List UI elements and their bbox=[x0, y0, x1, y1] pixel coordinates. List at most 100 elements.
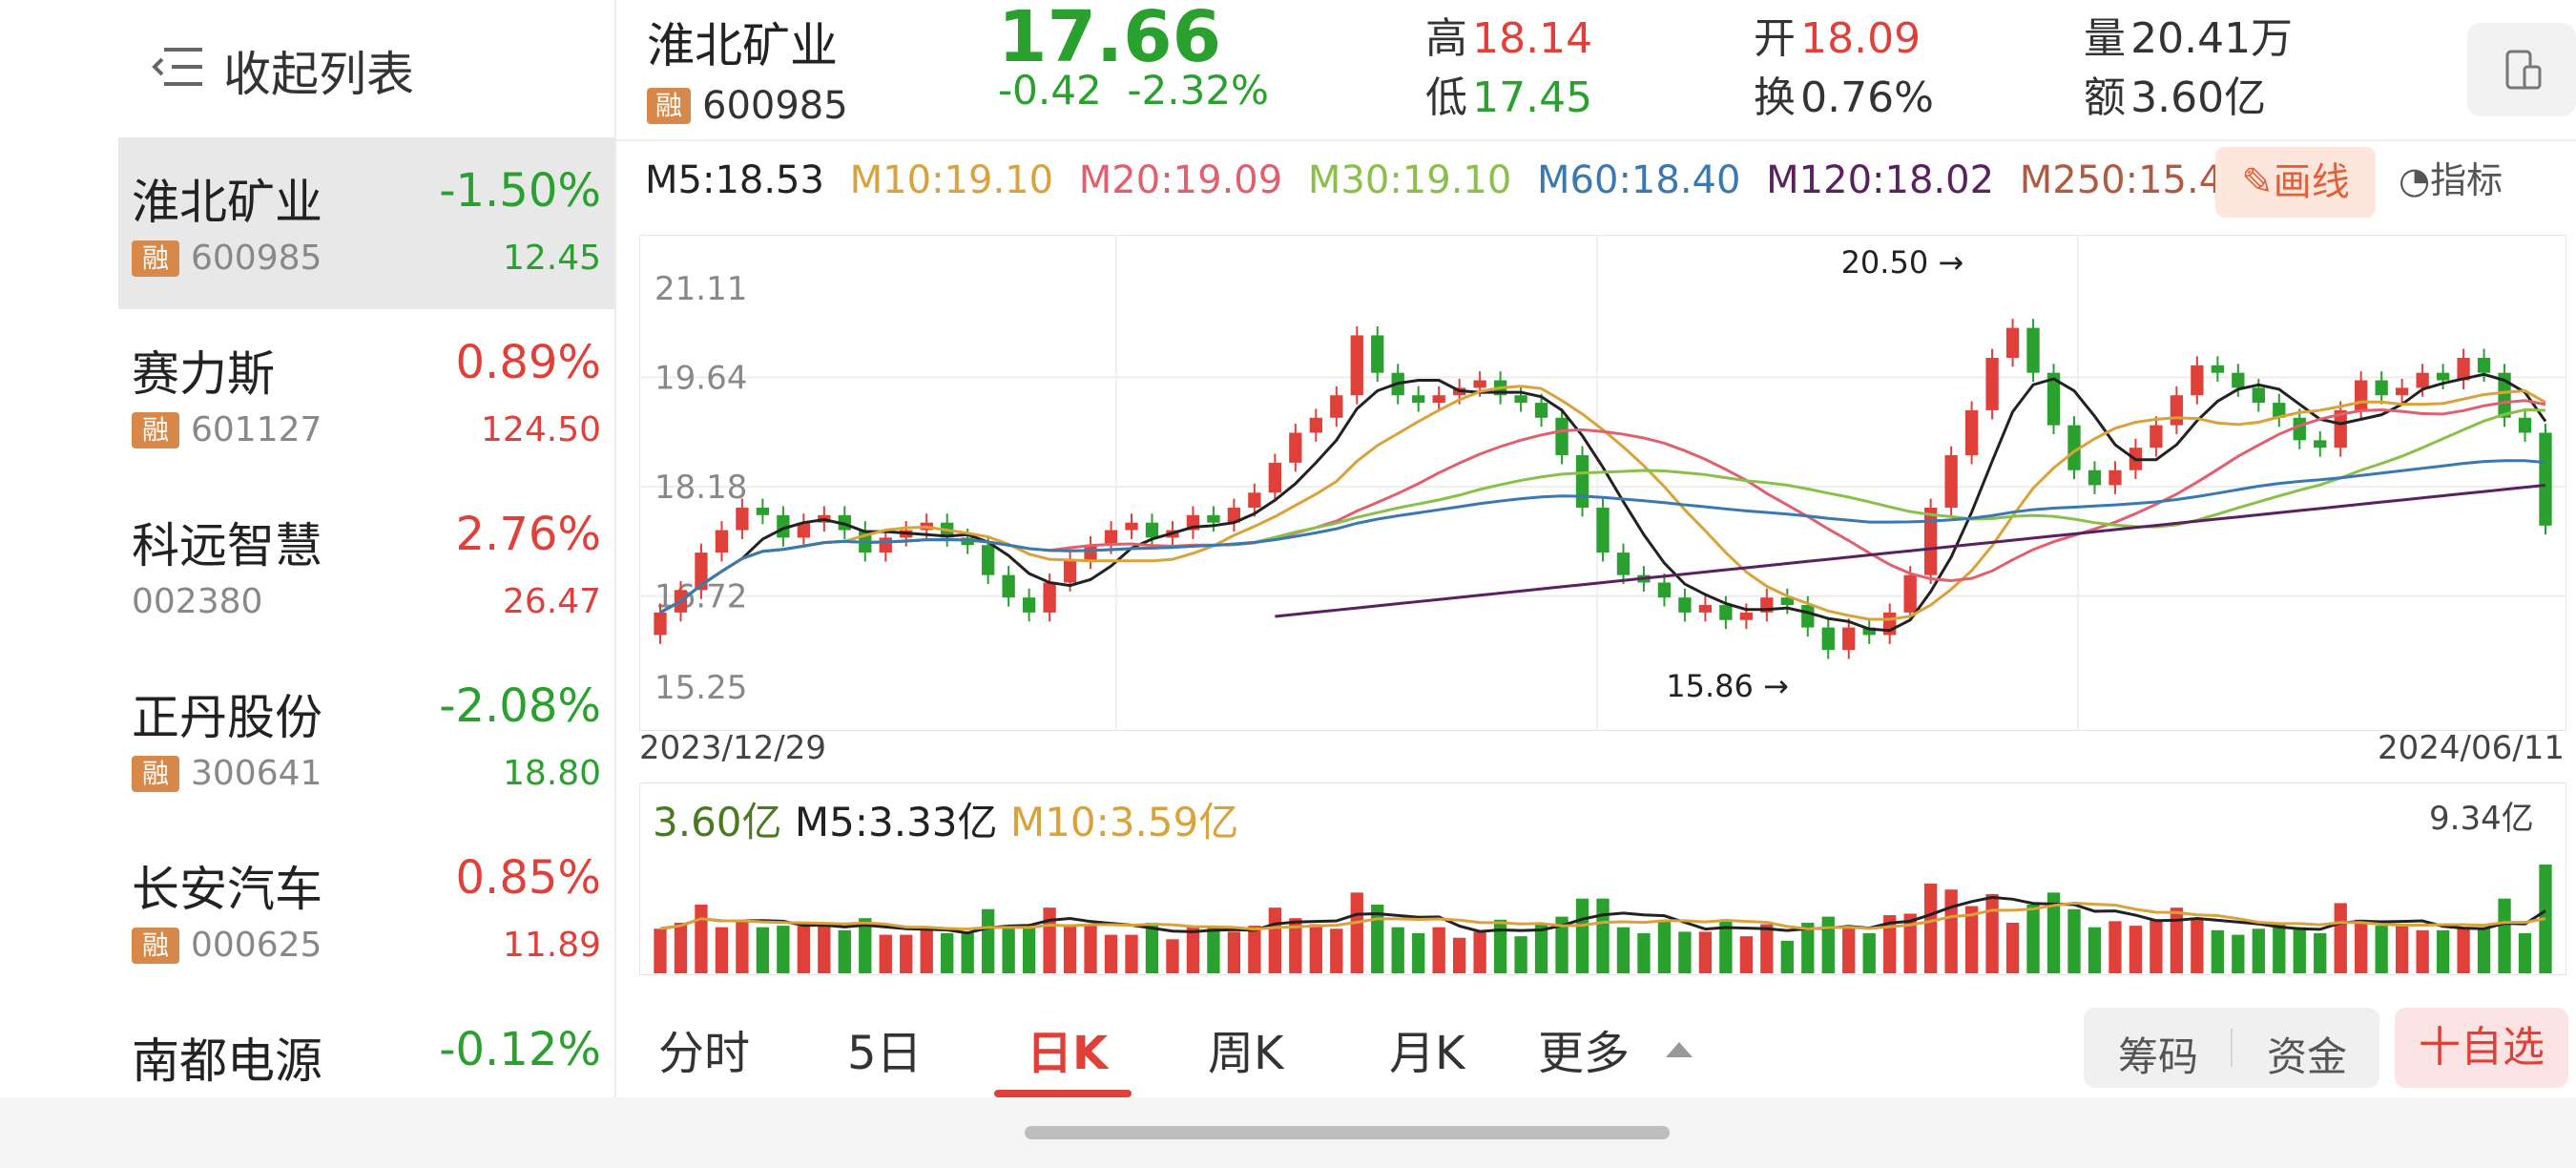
high-label: 高 bbox=[1425, 14, 1467, 63]
candle-body bbox=[1616, 553, 1631, 575]
candle-body bbox=[1022, 597, 1036, 613]
candle-body bbox=[1002, 574, 1015, 598]
tab-monthly-k[interactable]: 月K bbox=[1389, 1027, 1465, 1080]
y-tick-label: 21.11 bbox=[654, 270, 747, 308]
chips-button[interactable]: 筹码 bbox=[2118, 1033, 2199, 1080]
volume-bar bbox=[879, 934, 892, 973]
candle-body bbox=[2457, 357, 2470, 381]
volume-bar bbox=[1514, 936, 1527, 973]
list-item[interactable]: 正丹股份 -2.08% 融 300641 18.80 bbox=[118, 653, 614, 824]
candle-body bbox=[2191, 365, 2204, 396]
volume-value: 20.41万 bbox=[2130, 14, 2294, 63]
candle-body bbox=[1923, 507, 1938, 575]
volume-bar bbox=[1391, 927, 1404, 973]
open-stat: 开 18.09 bbox=[1754, 4, 1921, 65]
list-item[interactable]: 长安汽车 0.85% 融 000625 11.89 bbox=[118, 824, 614, 996]
amount-stat: 额 3.60亿 bbox=[2084, 63, 2266, 124]
candle-body bbox=[2436, 372, 2450, 381]
volume-bar bbox=[1985, 893, 1999, 973]
volume-bar bbox=[1432, 927, 1445, 973]
list-item[interactable]: 赛力斯 0.89% 融 601127 124.50 bbox=[118, 309, 614, 481]
volume-bar bbox=[756, 927, 770, 973]
chips-funds-group: 筹码 资金 bbox=[2084, 1008, 2379, 1088]
home-indicator[interactable] bbox=[1025, 1126, 1670, 1139]
collapse-list-label: 收起列表 bbox=[223, 47, 414, 102]
volume-bar bbox=[818, 926, 831, 973]
volume-ma5: M5:3.33亿 bbox=[794, 799, 998, 845]
indicator-button[interactable]: ◔指标 bbox=[2399, 151, 2503, 203]
volume-bar bbox=[1493, 919, 1507, 973]
volume-bar bbox=[2293, 927, 2306, 973]
ma10-label: M10:19.10 bbox=[849, 158, 1054, 202]
candle-body bbox=[2375, 380, 2388, 396]
candle-body bbox=[2232, 372, 2245, 388]
volume-chart[interactable] bbox=[639, 782, 2566, 975]
add-favorite-button[interactable]: 十自选 bbox=[2395, 1008, 2568, 1088]
turnover-stat: 换 0.76% bbox=[1754, 63, 1934, 124]
y-tick-label: 19.64 bbox=[654, 359, 747, 397]
tab-more[interactable]: 更多 bbox=[1538, 1027, 1631, 1080]
candle-body bbox=[2211, 365, 2225, 373]
candle-body bbox=[1555, 417, 1568, 456]
volume-bar bbox=[2109, 921, 2122, 973]
margin-badge: 融 bbox=[132, 240, 179, 277]
candle-body bbox=[715, 530, 729, 553]
ma60-label: M60:18.40 bbox=[1537, 158, 1741, 202]
turnover-label: 换 bbox=[1754, 73, 1796, 122]
draw-line-button[interactable]: ✎画线 bbox=[2215, 147, 2376, 218]
volume-bar bbox=[2416, 929, 2429, 973]
volume-bar bbox=[1903, 913, 1917, 973]
volume-bar bbox=[900, 934, 913, 973]
candle-body bbox=[2026, 327, 2040, 373]
gauge-icon: ◔ bbox=[2399, 159, 2431, 201]
phone-rotate-icon bbox=[2505, 50, 2542, 90]
candle-body bbox=[2005, 327, 2020, 358]
landscape-toggle-button[interactable] bbox=[2467, 23, 2576, 116]
pencil-icon: ✎ bbox=[2241, 160, 2274, 204]
candle-body bbox=[1678, 597, 1692, 613]
stock-item-name: 正丹股份 bbox=[132, 690, 322, 745]
list-item[interactable]: 南都电源 -0.12% bbox=[118, 996, 614, 1168]
tab-5day[interactable]: 5日 bbox=[847, 1027, 923, 1080]
volume-label: 量 bbox=[2084, 14, 2126, 63]
candle-body bbox=[1719, 605, 1733, 620]
stock-item-price: 18.80 bbox=[502, 754, 601, 793]
tab-intraday[interactable]: 分时 bbox=[658, 1027, 751, 1080]
collapse-list-button[interactable]: 收起列表 bbox=[118, 0, 614, 137]
list-item[interactable]: 淮北矿业 -1.50% 融 600985 12.45 bbox=[118, 137, 614, 309]
candle-body bbox=[2416, 372, 2429, 388]
volume-bar bbox=[941, 932, 954, 973]
volume-bar bbox=[2150, 919, 2163, 973]
margin-badge: 融 bbox=[132, 412, 179, 448]
volume-bar bbox=[1842, 927, 1856, 973]
tab-weekly-k[interactable]: 周K bbox=[1208, 1027, 1284, 1080]
funds-button[interactable]: 资金 bbox=[2267, 1033, 2348, 1080]
price-change: -0.42 -2.32% bbox=[998, 67, 1269, 114]
ma-line-m60 bbox=[659, 459, 2546, 615]
candle-body bbox=[1371, 335, 1384, 373]
stock-item-code: 601127 bbox=[191, 410, 322, 449]
candle-body bbox=[1596, 507, 1610, 553]
volume-bar bbox=[1534, 924, 1548, 973]
candle-body bbox=[1801, 605, 1815, 628]
stock-item-price: 124.50 bbox=[481, 410, 601, 449]
volume-bar bbox=[2355, 919, 2368, 973]
candle-body bbox=[2150, 425, 2163, 448]
candle-body bbox=[1248, 492, 1261, 508]
volume-bar bbox=[2252, 928, 2265, 973]
volume-bar bbox=[1760, 924, 1774, 973]
volume-bar bbox=[2457, 928, 2470, 973]
candle-body bbox=[2518, 417, 2532, 433]
candle-body bbox=[695, 553, 708, 591]
volume-bar bbox=[1780, 940, 1794, 973]
list-item[interactable]: 科远智慧 2.76% 002380 26.47 bbox=[118, 481, 614, 653]
volume-bar bbox=[2232, 934, 2245, 973]
stock-item-percent: -2.08% bbox=[439, 679, 601, 733]
volume-bar bbox=[1657, 921, 1672, 973]
stock-name: 淮北矿业 bbox=[647, 18, 838, 73]
volume-bar bbox=[1002, 926, 1015, 973]
low-stat: 低 17.45 bbox=[1425, 63, 1592, 124]
tab-daily-k[interactable]: 日K bbox=[1027, 1027, 1109, 1080]
stock-item-code: 300641 bbox=[191, 754, 322, 793]
